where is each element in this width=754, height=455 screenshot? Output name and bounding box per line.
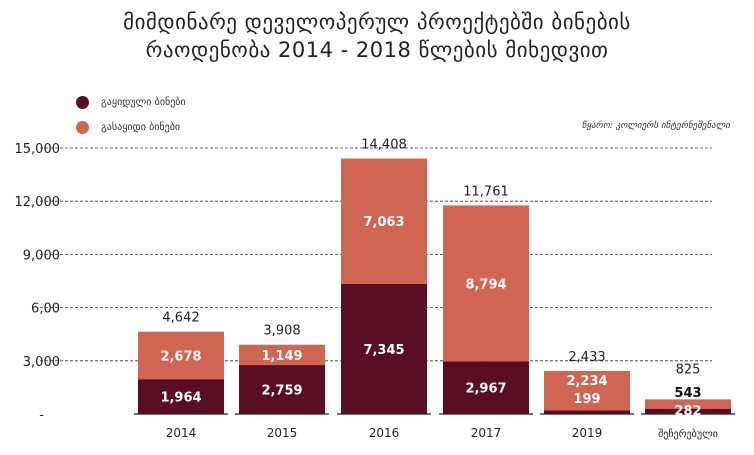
x-tick-label: 2019: [572, 426, 603, 440]
segment-label: 7,063: [363, 215, 404, 230]
chart-title-line1: მიმდინარე დეველოპერულ პროექტებში ბინების: [123, 10, 631, 34]
x-tick-label: შეჩერებული: [658, 428, 718, 440]
segment-label: 1,149: [261, 349, 302, 364]
bar-segment-sold: [341, 283, 427, 414]
y-tick-label: -: [39, 408, 44, 423]
segment-label: 7,345: [363, 343, 404, 358]
x-tick-label: 2014: [166, 426, 197, 440]
y-tick-label: 3,000: [23, 355, 60, 370]
bar-segment-sold: [138, 379, 224, 414]
bar-segment-for-sale: [239, 344, 325, 366]
segment-label: 2,234: [566, 374, 607, 389]
y-tick-label: 12,000: [15, 195, 61, 210]
bar-segment-sold: [239, 365, 325, 414]
y-tick-label: 6,00: [31, 302, 60, 317]
legend-label-for-sale: გასაყიდი ბინები: [101, 122, 181, 133]
bar-segment-for-sale: [341, 158, 427, 284]
segment-label: 8,794: [465, 277, 506, 292]
segment-label: 199: [573, 392, 600, 407]
total-label: 11,761: [463, 184, 509, 199]
segment-label: 2,967: [465, 382, 506, 397]
legend-label-sold: გაყიდული ბინები: [101, 97, 186, 108]
bar-segment-sold: [544, 410, 630, 414]
total-label: 825: [676, 362, 701, 377]
x-tick-label: 2016: [369, 426, 400, 440]
segment-label: 282: [674, 404, 701, 419]
total-label: 2,433: [568, 350, 605, 365]
bar-segment-for-sale: [544, 370, 630, 411]
source-note: წყარო: კოლიერს ინტერნეშენალი: [581, 121, 730, 131]
segment-label: 1,964: [160, 391, 201, 406]
legend-swatch-for-sale: [76, 121, 89, 134]
bar-segment-for-sale: [138, 331, 224, 380]
total-label: 3,908: [263, 324, 300, 339]
x-tick-label: 2015: [267, 426, 298, 440]
y-tick-label: 9,000: [23, 248, 60, 263]
y-tick-label: 15,000: [15, 142, 61, 157]
bar-segment-for-sale: [645, 399, 731, 409]
segment-label: 2,678: [160, 349, 201, 364]
bar-segment-for-sale: [443, 205, 529, 362]
x-tick-label: 2017: [471, 426, 502, 440]
bar-segment-sold: [645, 408, 731, 414]
legend-swatch-sold: [76, 96, 89, 109]
segment-label: 543: [674, 386, 701, 401]
chart-title-line2: რაოდენობა 2014 - 2018 წლების მიხედვით: [145, 38, 609, 62]
total-label: 14,408: [361, 137, 407, 152]
bar-segment-sold: [443, 361, 529, 414]
total-label: 4,642: [162, 311, 199, 326]
segment-label: 2,759: [261, 384, 302, 399]
legend-item-sold: გაყიდული ბინები: [76, 96, 186, 109]
legend-item-for-sale: გასაყიდი ბინები: [76, 121, 180, 134]
